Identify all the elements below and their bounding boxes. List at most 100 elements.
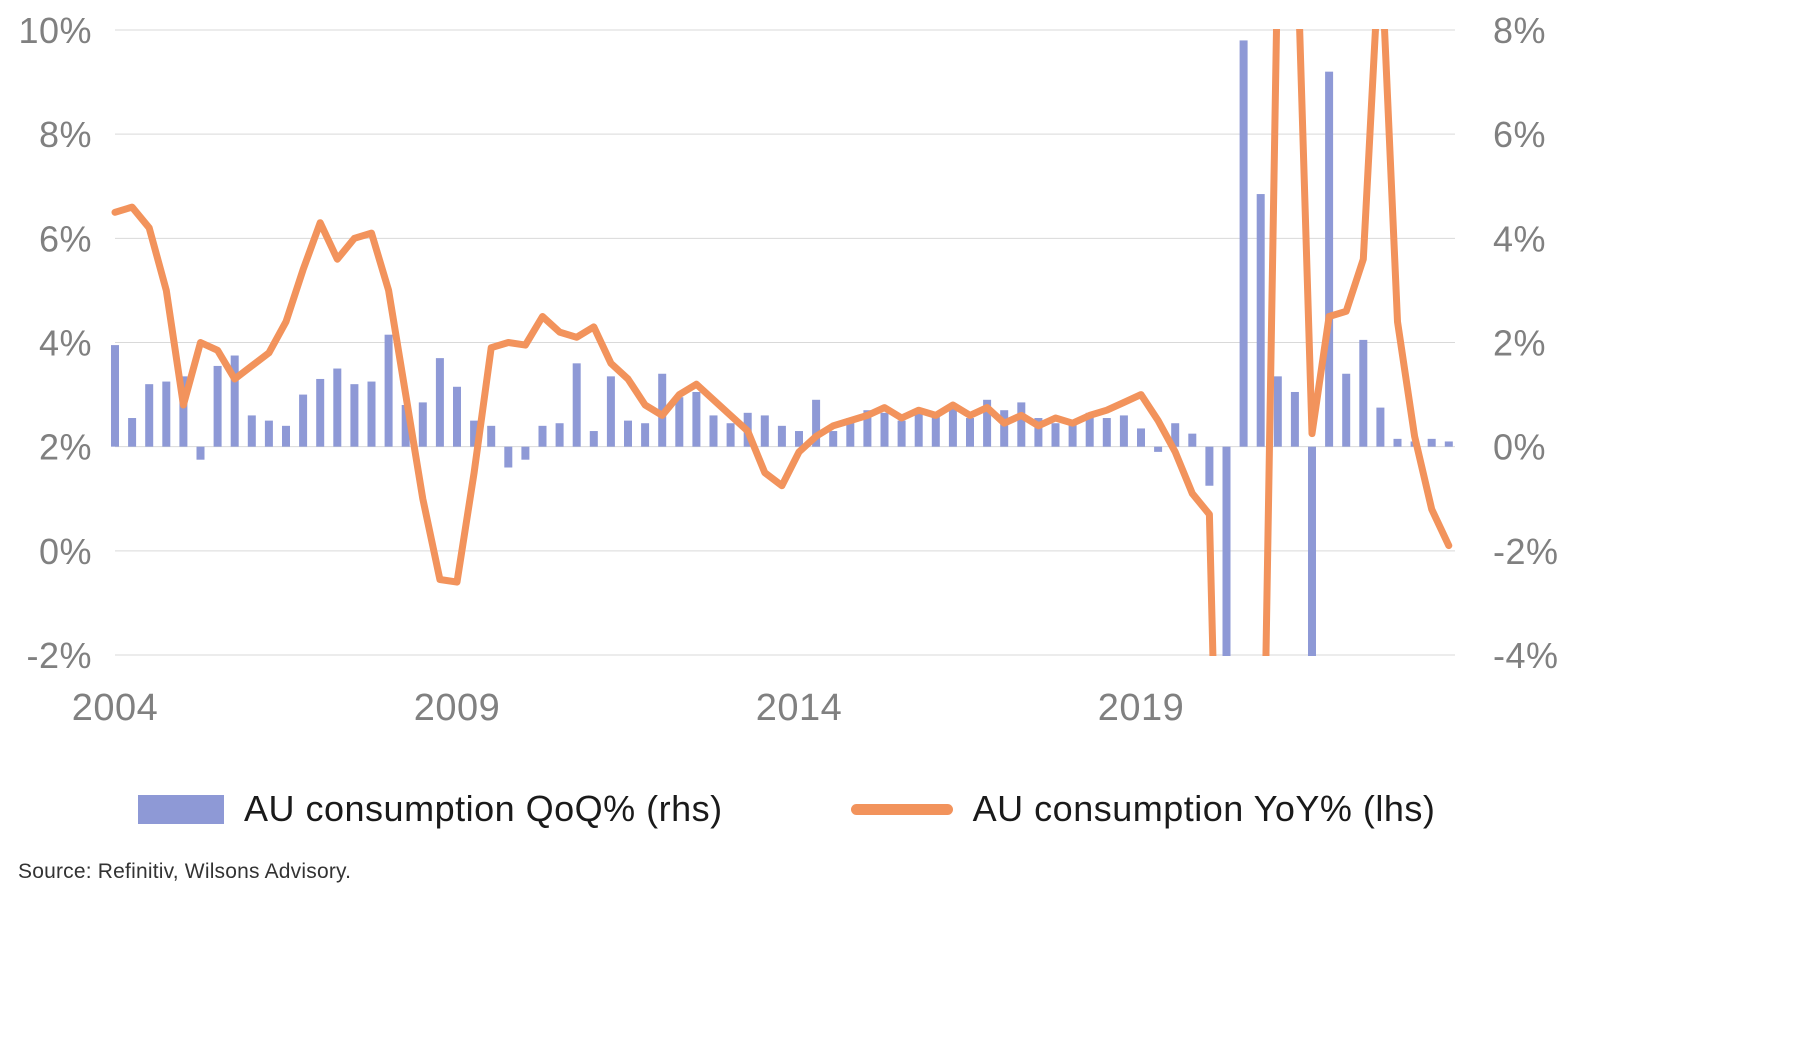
qoq-bar [760, 415, 769, 447]
qoq-bar [1102, 418, 1111, 447]
qoq-bar [1085, 412, 1094, 447]
qoq-bar [401, 405, 410, 447]
chart-legend: AU consumption QoQ% (rhs) AU consumption… [0, 788, 1800, 830]
qoq-bar [1359, 339, 1368, 447]
qoq-bar [863, 410, 872, 447]
qoq-bar [1051, 423, 1060, 447]
consumption-chart: 10% 8% 8% 6% 6% 4% 4% 2% 2% 0% 0% -2% -2% -4% 2004 2009… [18, 10, 1559, 729]
qoq-bar [1427, 438, 1436, 447]
x-axis-tick: 2014 [756, 687, 843, 729]
qoq-bar [299, 394, 308, 447]
left-axis-tick: 4% [39, 323, 92, 364]
qoq-bar [1290, 391, 1299, 447]
x-axis-tick: 2009 [414, 687, 501, 729]
qoq-bar [1205, 446, 1214, 486]
qoq-bar [1171, 423, 1180, 447]
qoq-bar [367, 381, 376, 447]
qoq-bar [1034, 418, 1043, 447]
qoq-bar [555, 423, 564, 447]
qoq-bar [1444, 441, 1453, 447]
qoq-bar [1017, 402, 1026, 447]
qoq-bar [435, 358, 444, 447]
qoq-swatch-icon [138, 794, 224, 824]
legend-label-qoq: AU consumption QoQ% (rhs) [244, 788, 723, 829]
qoq-bar [213, 365, 222, 447]
qoq-bar [333, 368, 342, 447]
qoq-bar [264, 420, 273, 447]
left-axis-tick: 8% [39, 114, 92, 155]
left-axis-tick: -2% [26, 635, 92, 676]
qoq-bar [1325, 71, 1334, 447]
qoq-bar [812, 399, 821, 447]
qoq-bar [675, 397, 684, 447]
qoq-bar [1308, 446, 1316, 656]
qoq-bar [111, 345, 119, 447]
qoq-bar [726, 423, 735, 447]
qoq-bar [931, 415, 940, 447]
qoq-bar [538, 425, 547, 447]
qoq-bar [983, 399, 992, 447]
qoq-bar [1154, 446, 1163, 452]
qoq-bar [829, 431, 838, 447]
qoq-bar [230, 355, 239, 447]
qoq-bar [966, 418, 974, 447]
qoq-bar [1239, 40, 1248, 447]
qoq-bar [196, 446, 205, 460]
qoq-bar [487, 425, 496, 447]
left-axis-tick: 0% [39, 531, 92, 572]
right-axis-tick: 2% [1493, 323, 1546, 364]
qoq-bar [1188, 433, 1197, 447]
qoq-bar [897, 420, 906, 447]
legend-label-yoy: AU consumption YoY% (lhs) [972, 788, 1436, 829]
qoq-bar [692, 391, 701, 447]
chart-area: 10% 8% 8% 6% 6% 4% 4% 2% 2% 0% 0% -2% -2% -4% 2004 2009… [18, 10, 1559, 729]
qoq-bar [282, 425, 290, 447]
qoq-bar [1393, 438, 1402, 447]
qoq-bar [624, 420, 632, 447]
qoq-bar [453, 386, 461, 447]
qoq-bar [521, 446, 530, 460]
legend-item-yoy: AU consumption YoY% (lhs) [850, 788, 1436, 830]
qoq-bar [162, 381, 171, 447]
x-axis-tick: 2004 [72, 687, 159, 729]
qoq-bar [709, 415, 718, 447]
right-axis-tick: -4% [1493, 635, 1559, 676]
qoq-bar [641, 423, 650, 447]
qoq-bar [914, 412, 923, 447]
qoq-bar [1119, 415, 1128, 447]
qoq-bar [504, 446, 513, 468]
qoq-bar [350, 384, 359, 447]
qoq-bar [1273, 376, 1282, 447]
qoq-bar [572, 363, 581, 447]
qoq-bar [247, 415, 256, 447]
qoq-bar [606, 376, 615, 447]
qoq-bar [128, 418, 137, 447]
qoq-bar [795, 431, 803, 447]
qoq-bar [418, 402, 427, 447]
qoq-bar [179, 376, 188, 447]
qoq-bar [384, 334, 393, 447]
qoq-bar [1376, 407, 1385, 447]
source-note: Source: Refinitiv, Wilsons Advisory. [18, 860, 352, 883]
left-axis-tick: 10% [18, 10, 92, 51]
legend-item-qoq: AU consumption QoQ% (rhs) [138, 788, 723, 830]
yoy-swatch-icon [850, 803, 953, 815]
qoq-bar [589, 431, 598, 447]
qoq-bar [1068, 420, 1077, 447]
qoq-bar [145, 384, 154, 447]
qoq-bar [846, 418, 855, 447]
right-axis-tick: 4% [1493, 218, 1546, 259]
right-axis-tick: 6% [1493, 114, 1546, 155]
x-axis-tick: 2019 [1098, 687, 1185, 729]
qoq-bar [470, 420, 479, 447]
qoq-bar [1342, 373, 1351, 447]
qoq-bar [1222, 446, 1231, 656]
qoq-bar [1000, 410, 1009, 447]
qoq-bar [1137, 428, 1145, 447]
qoq-bar [777, 425, 786, 447]
qoq-bar [1256, 194, 1265, 447]
left-axis-tick: 6% [39, 218, 92, 259]
qoq-bar [948, 407, 957, 447]
yoy-line [111, 29, 1453, 656]
qoq-bar [316, 378, 325, 447]
